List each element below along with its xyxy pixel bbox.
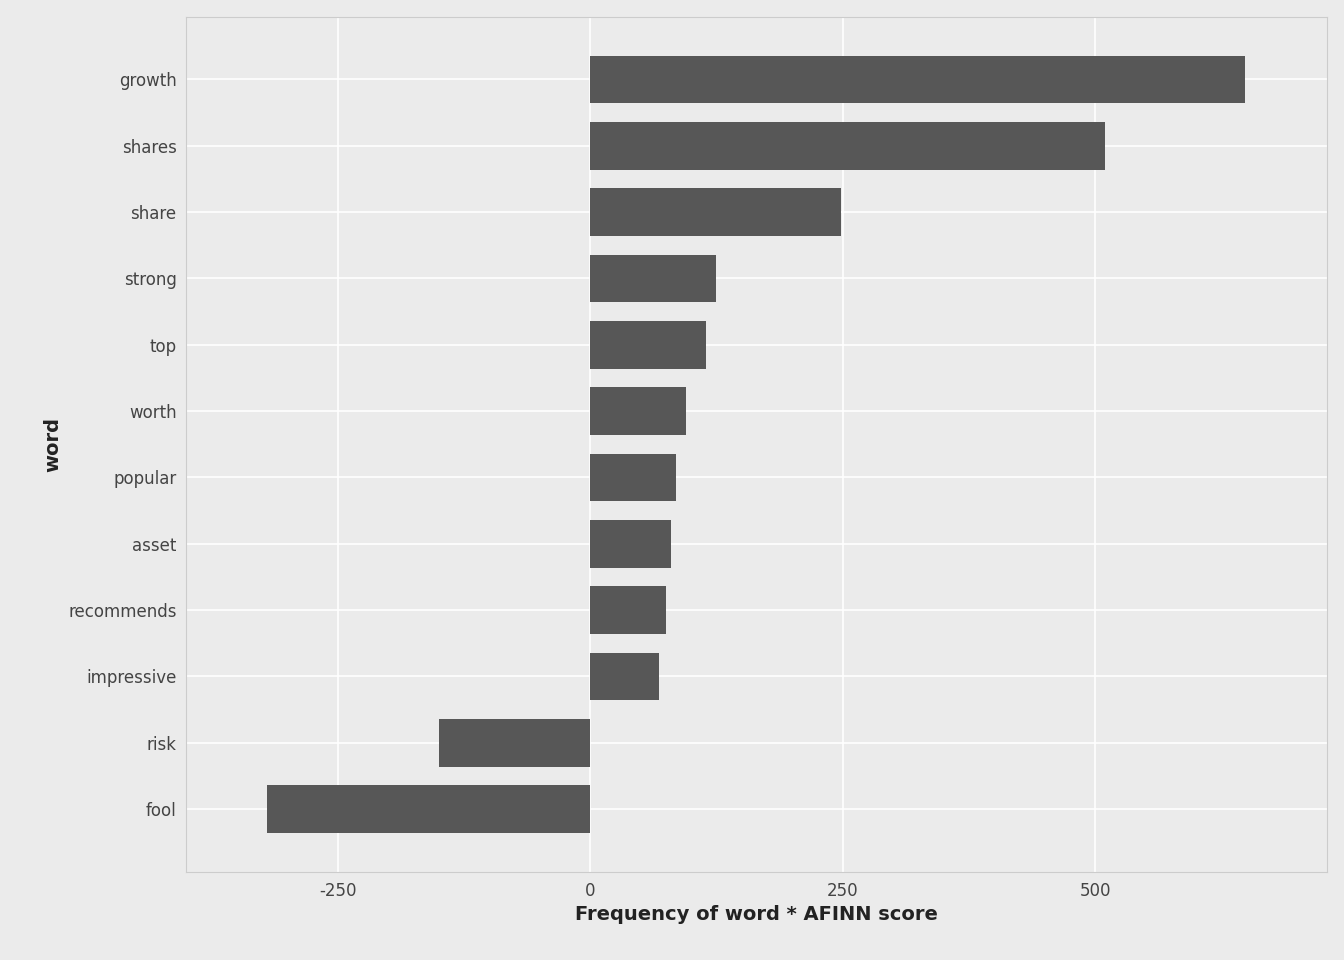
Bar <box>590 254 716 302</box>
Bar <box>438 719 590 767</box>
Bar <box>590 321 707 369</box>
Bar <box>590 387 687 435</box>
Bar <box>590 653 659 700</box>
Bar <box>590 520 671 567</box>
Bar <box>590 188 840 236</box>
X-axis label: Frequency of word * AFINN score: Frequency of word * AFINN score <box>575 905 938 924</box>
Bar <box>590 56 1245 104</box>
Bar <box>267 785 590 833</box>
Bar <box>590 587 667 634</box>
Y-axis label: word: word <box>43 417 63 471</box>
Bar <box>590 122 1105 170</box>
Bar <box>590 453 676 501</box>
